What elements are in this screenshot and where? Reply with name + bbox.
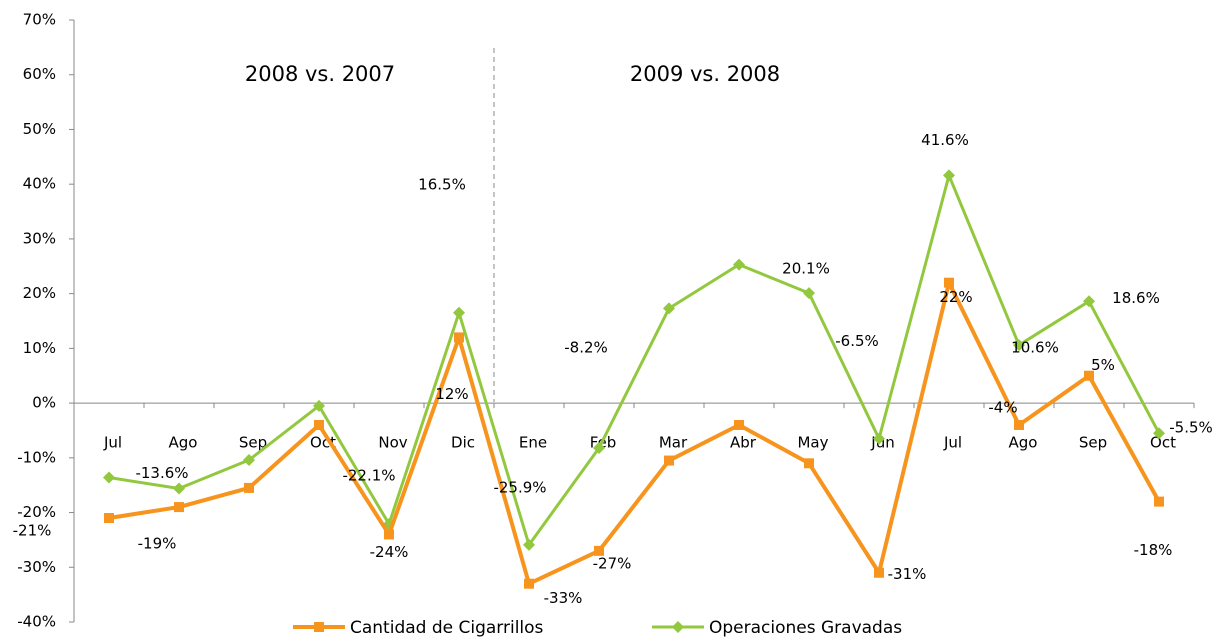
data-point [243,454,255,467]
data-point [943,169,955,182]
y-tick-label: -10% [17,448,56,466]
data-label: 16.5% [418,175,466,193]
x-tick-label: Ago [169,434,198,452]
data-point [1083,295,1095,308]
data-point [1013,339,1025,352]
data-label: 12% [435,385,468,403]
x-tick-label: Jul [943,434,962,452]
y-tick-label: -20% [17,503,56,521]
y-tick-label: 70% [23,11,56,29]
series-line [108,280,1161,586]
data-label: -21% [13,522,52,540]
x-tick-label: Sep [239,434,267,452]
y-tick-label: -30% [17,558,56,576]
data-label: 5% [1091,356,1115,374]
data-point [384,529,394,540]
data-point [594,545,604,556]
data-label: -19% [138,535,177,553]
data-point [104,513,114,524]
x-tick-label: Oct [1150,434,1176,452]
data-point [454,332,464,343]
data-point [874,567,884,578]
data-point [174,502,184,513]
data-point [244,482,254,493]
legend-label: Operaciones Gravadas [709,618,902,638]
data-point [314,419,324,430]
data-point [593,441,605,454]
x-tick-label: Ene [519,434,547,452]
data-label: 22% [939,288,972,306]
x-tick-label: Sep [1079,434,1107,452]
data-point [1154,496,1164,507]
data-label: -8.2% [564,338,608,356]
data-label: -25.9% [493,478,546,496]
data-point [523,538,535,551]
x-tick-label: Ago [1009,434,1038,452]
x-tick-label: Abr [730,434,757,452]
y-tick-label: 10% [23,339,56,357]
legend-label: Cantidad de Cigarrillos [350,618,544,638]
legend-marker [672,621,684,633]
x-tick-label: Dic [451,434,475,452]
x-tick-label: May [797,434,828,452]
data-point [313,399,325,412]
data-label: 10.6% [1011,339,1059,357]
data-label: 18.6% [1112,289,1160,307]
data-label: 41.6% [921,131,969,149]
x-tick-label: Nov [378,434,407,452]
data-label: -4% [988,398,1017,416]
data-point [733,258,745,271]
data-label: -31% [888,565,927,583]
data-point [944,277,954,288]
y-tick-label: 50% [23,120,56,138]
data-label: -33% [544,589,583,607]
x-tick-label: Mar [659,434,688,452]
data-point [173,482,185,495]
data-point [663,302,675,315]
data-point [734,419,744,430]
data-label: -13.6% [135,464,188,482]
y-tick-label: 20% [23,284,56,302]
annotation: 2008 vs. 2007 [245,62,395,86]
data-point [103,471,115,484]
y-tick-label: 30% [23,229,56,247]
data-label: -6.5% [835,332,879,350]
data-label: -27% [593,554,632,572]
data-point [664,455,674,466]
data-point [803,287,815,300]
y-tick-label: 0% [32,394,56,412]
data-label: 20.1% [782,260,830,278]
data-label: -24% [370,543,409,561]
x-tick-label: Jul [103,434,122,452]
y-tick-label: -40% [17,613,56,631]
data-point [453,306,465,319]
legend-marker [314,622,324,632]
data-point [1153,427,1165,440]
series-line [108,173,1161,547]
data-point [873,432,885,445]
data-label: -5.5% [1169,419,1213,437]
data-point [1014,419,1024,430]
data-point [1084,370,1094,381]
data-point [524,578,534,589]
data-point [804,458,814,469]
data-label: -22.1% [342,467,395,485]
data-label: -18% [1134,541,1173,559]
annotation: 2009 vs. 2008 [630,62,780,86]
y-tick-label: 60% [23,65,56,83]
y-tick-label: 40% [23,175,56,193]
